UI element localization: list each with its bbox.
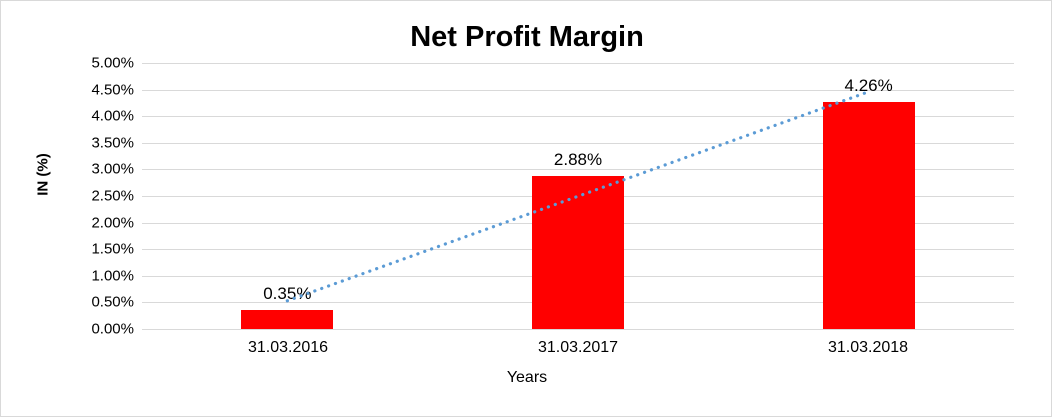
y-axis-tick-label: 2.50% [91,187,134,205]
y-axis-title: IN (%) [34,153,52,196]
y-axis-tick-label: 4.00% [91,107,134,125]
y-axis-tick-label: 1.50% [91,240,134,258]
y-axis-tick-label: 1.00% [91,267,134,285]
x-axis-title: Years [506,369,548,386]
y-axis-tick-label: 4.50% [91,81,134,99]
bar-2016[interactable] [241,310,334,329]
y-axis-tick-label: 3.00% [91,160,134,178]
y-axis-tick-labels: 5.00% 4.50% 4.00% 3.50% 3.00% 2.50% 2.00… [21,55,134,338]
x-axis-tick-label-2016: 31.03.2016 [247,339,329,356]
gridline [142,329,1014,330]
y-axis-tick-label: 0.50% [91,293,134,311]
bar-value-label: 4.26% [844,76,893,96]
y-axis-tick-label: 5.00% [91,54,134,72]
x-axis-tick-label-2017: 31.03.2017 [537,339,619,356]
bar-value-label: 2.88% [553,149,603,169]
y-axis-tick-label: 2.00% [91,214,134,232]
bar-2017[interactable] [532,175,624,329]
bar-2018[interactable] [822,102,915,329]
bar-value-label: 0.35% [263,284,312,304]
y-axis-tick-label: 0.00% [91,320,134,338]
chart-title: Net Profit Margin [410,21,644,53]
gridline [142,89,1014,91]
x-axis-tick-label-2018: 31.03.2018 [827,339,909,356]
gridline [142,63,1014,64]
y-axis-tick-label: 3.50% [91,134,134,152]
